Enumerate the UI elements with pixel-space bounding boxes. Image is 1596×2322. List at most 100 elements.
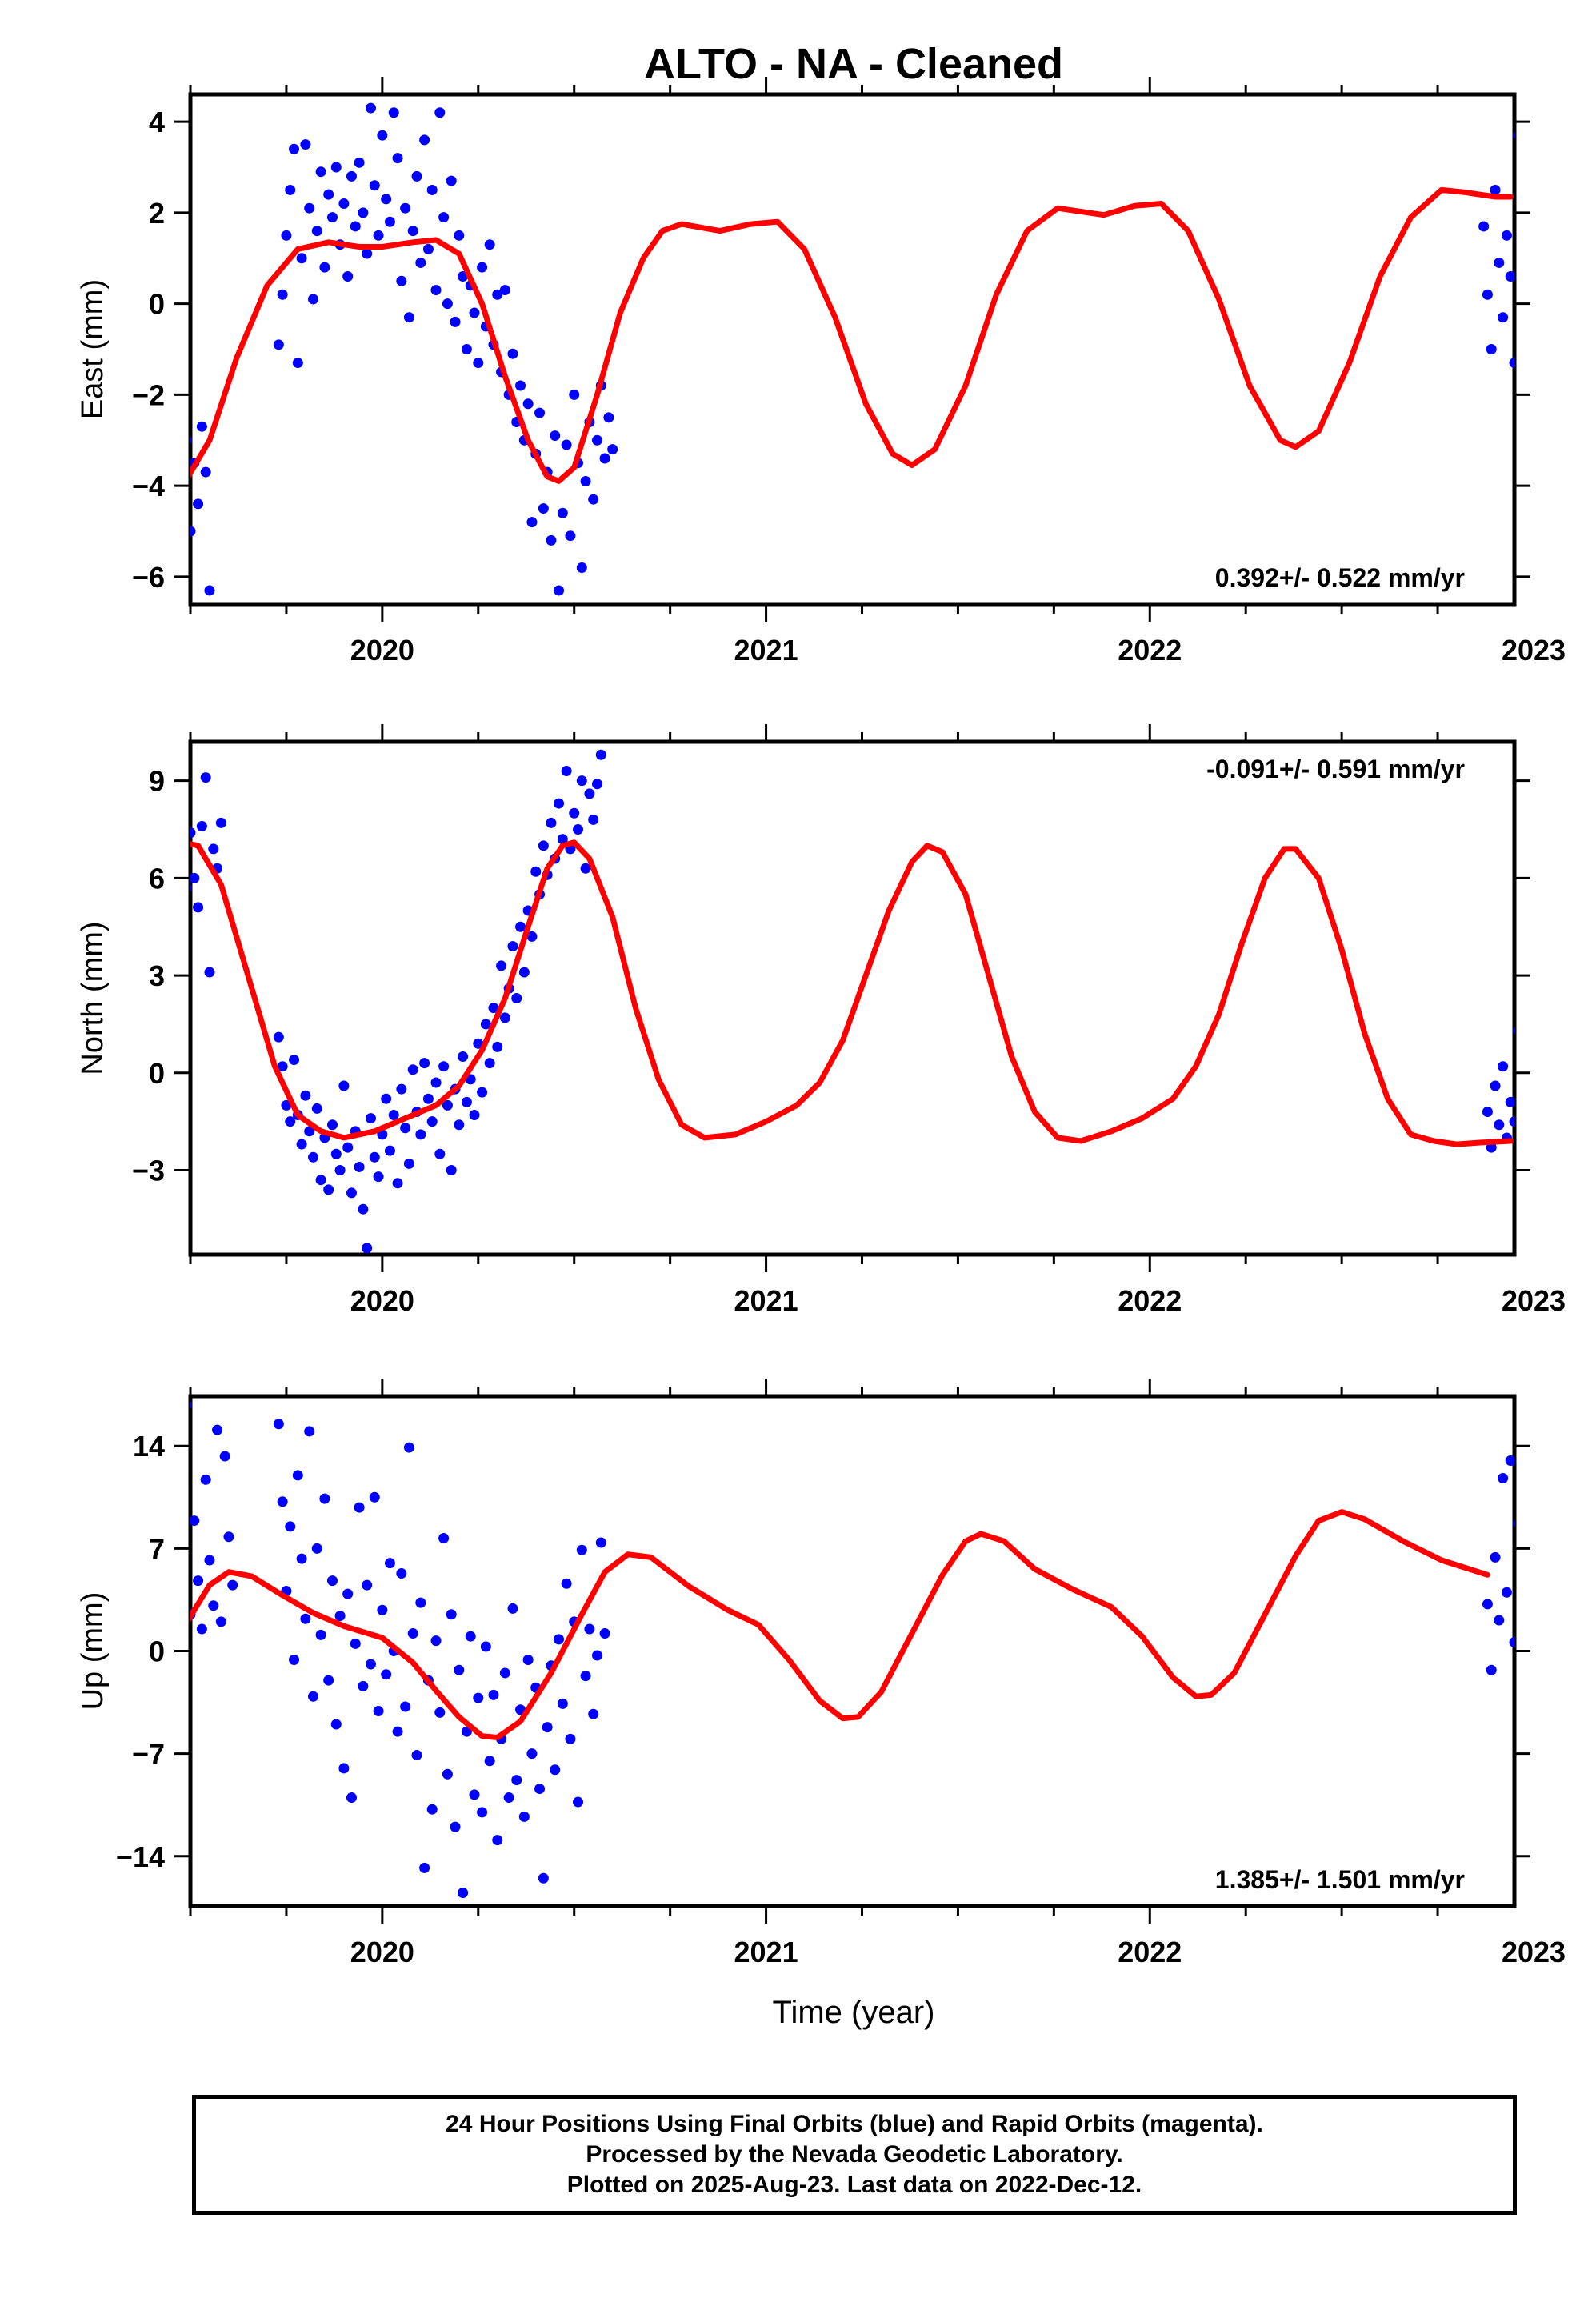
panel-1: 2020 2021 2022 2023 4 2 0 −2 −4 −6 East (mm) 0.392+… <box>76 77 1566 667</box>
data-point <box>480 1019 491 1030</box>
data-point <box>522 398 534 410</box>
data-point <box>365 1659 376 1670</box>
data-point <box>557 507 568 518</box>
data-point <box>576 562 587 573</box>
data-point <box>546 817 557 828</box>
data-point <box>499 1667 510 1679</box>
data-point <box>1490 1551 1501 1563</box>
data-point <box>315 166 326 178</box>
y-tick-label: 4 <box>149 106 165 138</box>
data-point <box>365 102 376 114</box>
data-point <box>526 517 538 528</box>
data-point <box>1528 1563 1538 1574</box>
data-point <box>1498 1061 1509 1072</box>
data-point <box>419 134 430 146</box>
data-point <box>580 1671 591 1682</box>
data-point <box>204 967 215 978</box>
data-points <box>166 1401 1538 1899</box>
data-point <box>1494 257 1505 268</box>
data-point <box>190 436 192 444</box>
data-point <box>576 1544 587 1555</box>
data-point <box>285 1521 296 1532</box>
model-line <box>190 186 1514 484</box>
data-point <box>565 1733 576 1744</box>
data-point <box>426 1116 438 1127</box>
data-point <box>296 253 307 264</box>
data-point <box>518 1811 530 1822</box>
data-point <box>273 1031 284 1043</box>
data-point <box>573 1796 584 1808</box>
data-point <box>584 788 595 799</box>
data-point <box>215 817 226 828</box>
data-point <box>311 226 322 237</box>
x-tick-label: 2022 <box>1118 1284 1182 1317</box>
data-point <box>1513 1519 1514 1527</box>
data-point <box>1528 1074 1538 1084</box>
data-point <box>565 530 576 542</box>
data-point <box>526 1748 538 1760</box>
data-point <box>200 1474 211 1485</box>
model-line <box>190 1509 1490 1740</box>
data-point <box>334 1165 346 1176</box>
data-point <box>599 1628 610 1639</box>
data-point <box>273 1419 284 1430</box>
data-point <box>446 1165 457 1176</box>
data-point <box>300 1613 311 1624</box>
data-point <box>338 1763 350 1774</box>
data-point <box>330 1148 342 1159</box>
data-point <box>190 526 196 537</box>
data-point <box>415 1129 426 1140</box>
data-point <box>446 1609 457 1620</box>
data-point <box>296 1139 307 1150</box>
data-point <box>362 1579 373 1591</box>
data-point <box>603 412 614 423</box>
data-point <box>511 1775 522 1786</box>
data-point <box>561 439 572 450</box>
data-point <box>358 1203 369 1215</box>
data-point <box>1498 312 1509 323</box>
data-point <box>557 834 568 845</box>
data-point <box>546 534 557 546</box>
data-point <box>419 1058 430 1069</box>
panel-frame <box>188 739 1517 1257</box>
data-point <box>1509 1116 1514 1127</box>
data-point <box>373 230 384 241</box>
data-point <box>369 1491 380 1503</box>
data-point <box>289 143 300 154</box>
data-point <box>1501 1587 1512 1598</box>
data-point <box>342 1142 354 1153</box>
x-tick-label: 2023 <box>1502 1284 1566 1317</box>
data-point <box>426 1804 438 1815</box>
data-point <box>522 1654 534 1665</box>
data-point <box>208 1600 219 1611</box>
data-point <box>1525 317 1535 327</box>
data-point <box>511 993 522 1003</box>
y-tick-label: 7 <box>149 1532 165 1565</box>
data-point <box>557 1698 568 1709</box>
y-tick-label: −3 <box>132 1155 165 1187</box>
data-point <box>174 471 184 482</box>
data-point <box>308 1691 319 1702</box>
data-point <box>174 909 184 919</box>
data-point <box>166 1579 177 1589</box>
velocity-annotation: 1.385+/- 1.501 mm/yr <box>1215 1865 1465 1894</box>
data-point <box>1482 289 1493 300</box>
data-point <box>342 1588 354 1599</box>
panel-2: 2020 2021 2022 2023 9 6 3 0 −3 North (mm) -0.091+/… <box>76 724 1566 1317</box>
data-point <box>591 1650 602 1661</box>
data-point <box>323 1675 334 1686</box>
data-point <box>434 107 446 118</box>
data-point <box>212 1424 223 1435</box>
data-point <box>403 1442 414 1453</box>
data-point <box>411 1749 422 1760</box>
data-point <box>196 1623 207 1635</box>
data-point <box>315 1629 326 1640</box>
x-tick-label: 2021 <box>734 1284 798 1317</box>
data-point <box>178 1545 188 1555</box>
data-point <box>396 1567 407 1579</box>
data-point <box>1517 217 1527 227</box>
data-point <box>461 344 472 354</box>
data-point <box>190 827 196 839</box>
data-point <box>530 866 542 877</box>
panel-frame <box>188 92 1517 607</box>
